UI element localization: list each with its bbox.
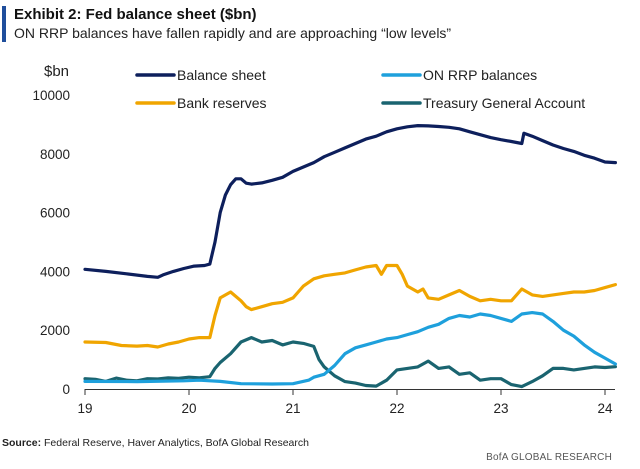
y-axis-label: $bn: [44, 63, 69, 80]
x-tick-label: 24: [597, 401, 613, 416]
x-tick-label: 20: [181, 401, 196, 416]
y-tick-label: 2000: [40, 323, 70, 338]
x-tick-label: 21: [285, 401, 300, 416]
x-tick-label: 19: [77, 401, 92, 416]
y-axis: $bn 0 2000 4000 6000 8000 10000: [32, 63, 70, 397]
x-tick-label: 22: [389, 401, 404, 416]
y-tick-label: 6000: [40, 206, 70, 221]
legend-label: ON RRP balances: [423, 67, 537, 83]
brand-watermark: BofA GLOBAL RESEARCH: [486, 452, 612, 463]
series-line-bank-reserves: [83, 263, 617, 349]
series-line-treasury-general-account: [83, 336, 617, 389]
x-axis: 19 20 21 22 23 24: [77, 389, 615, 416]
y-tick-label: 8000: [40, 147, 70, 162]
chart-subtitle: ON RRP balances have fallen rapidly and …: [14, 25, 452, 41]
y-tick-label: 10000: [32, 88, 70, 103]
source-text: Federal Reserve, Haver Analytics, BofA G…: [41, 437, 309, 449]
source-label: Source:: [2, 437, 42, 449]
x-tick-label: 23: [493, 401, 508, 416]
legend: Balance sheet ON RRP balances Bank reserve…: [135, 67, 585, 111]
legend-label: Balance sheet: [177, 67, 266, 83]
series-layer: [83, 124, 617, 389]
legend-label: Treasury General Account: [423, 95, 585, 111]
chart-title: Exhibit 2: Fed balance sheet ($bn): [14, 6, 257, 23]
source-note: Source: Federal Reserve, Haver Analytics…: [2, 437, 309, 449]
series-line-balance-sheet: [83, 124, 617, 279]
series-line-on-rrp-balances: [83, 311, 617, 386]
y-tick-label: 4000: [40, 264, 70, 279]
y-tick-label: 0: [62, 382, 70, 397]
title-accent-bar: [2, 6, 6, 42]
legend-label: Bank reserves: [177, 95, 266, 111]
